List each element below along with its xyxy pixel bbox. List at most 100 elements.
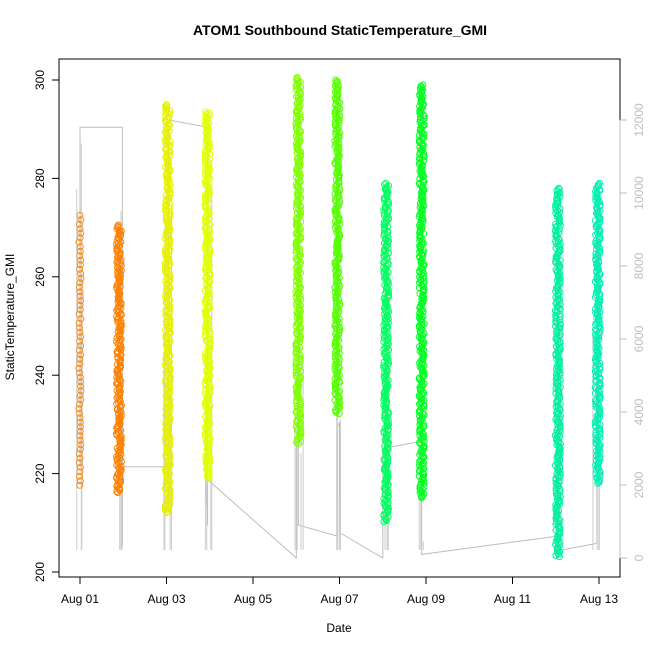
data-point bbox=[333, 93, 341, 101]
y-tick-label: 200 bbox=[33, 562, 47, 582]
data-point bbox=[419, 434, 427, 442]
y2-tick-label: 8000 bbox=[632, 252, 646, 279]
data-point bbox=[76, 369, 84, 377]
data-point bbox=[76, 423, 84, 431]
data-point bbox=[416, 363, 424, 371]
data-point bbox=[384, 289, 392, 296]
data-point bbox=[416, 155, 424, 163]
data-point bbox=[593, 314, 601, 322]
data-point bbox=[77, 333, 85, 341]
data-point bbox=[380, 194, 388, 202]
data-point bbox=[76, 337, 84, 345]
data-point bbox=[76, 427, 84, 435]
data-point bbox=[332, 111, 340, 119]
data-point bbox=[202, 247, 210, 255]
data-point bbox=[203, 366, 211, 374]
data-series bbox=[201, 108, 214, 482]
x-tick-label: Aug 09 bbox=[407, 592, 445, 606]
y-tick-label: 280 bbox=[33, 168, 47, 188]
data-point bbox=[552, 315, 560, 323]
data-point bbox=[294, 392, 302, 399]
data-point bbox=[76, 400, 84, 408]
data-point bbox=[335, 119, 343, 127]
data-point bbox=[76, 445, 84, 453]
data-point bbox=[77, 396, 85, 404]
y2-tick-label: 4000 bbox=[632, 398, 646, 425]
data-point bbox=[380, 518, 388, 526]
data-point bbox=[383, 285, 390, 293]
data-point bbox=[596, 392, 604, 400]
data-point bbox=[555, 531, 563, 539]
data-point bbox=[76, 432, 84, 440]
data-point bbox=[163, 174, 171, 182]
data-point bbox=[163, 101, 171, 109]
y2-tick-label: 2000 bbox=[632, 471, 646, 498]
x-axis-label: Date bbox=[326, 621, 352, 635]
data-point bbox=[595, 478, 603, 486]
data-point bbox=[76, 324, 83, 332]
data-point bbox=[418, 494, 426, 502]
data-point bbox=[76, 243, 84, 251]
data-point bbox=[297, 429, 305, 437]
data-point bbox=[166, 329, 174, 337]
data-point bbox=[552, 551, 560, 559]
data-point bbox=[76, 414, 84, 422]
data-point bbox=[162, 104, 170, 112]
data-series bbox=[415, 81, 428, 502]
data-point bbox=[556, 425, 564, 433]
data-series bbox=[112, 221, 125, 497]
y-axis: 200 220 240 260 280 300 bbox=[33, 70, 60, 582]
data-point bbox=[163, 473, 171, 481]
y-tick-label: 260 bbox=[33, 266, 47, 286]
data-point bbox=[76, 373, 84, 381]
data-point bbox=[416, 116, 424, 124]
data-point bbox=[76, 355, 84, 363]
data-point bbox=[552, 206, 560, 214]
data-point bbox=[163, 251, 171, 259]
data-point bbox=[335, 410, 343, 418]
data-point bbox=[115, 460, 123, 468]
data-point bbox=[380, 401, 388, 409]
data-point bbox=[202, 382, 210, 390]
data-point bbox=[332, 183, 340, 191]
data-point bbox=[163, 350, 171, 358]
data-point bbox=[76, 472, 84, 480]
data-point bbox=[75, 450, 83, 458]
data-series bbox=[75, 211, 85, 489]
data-point bbox=[75, 364, 83, 372]
data-point bbox=[419, 370, 427, 378]
y2-tick-label: 12000 bbox=[632, 103, 646, 137]
y-tick-label: 240 bbox=[33, 365, 47, 385]
data-point bbox=[556, 530, 564, 538]
data-point bbox=[380, 362, 388, 370]
data-point bbox=[555, 473, 563, 481]
data-point bbox=[76, 346, 83, 354]
data-point bbox=[77, 382, 85, 390]
data-series bbox=[331, 76, 344, 418]
data-point bbox=[76, 306, 84, 314]
x-tick-label: Aug 07 bbox=[320, 592, 358, 606]
data-point bbox=[75, 310, 83, 318]
x-tick-label: Aug 03 bbox=[147, 592, 185, 606]
data-point bbox=[293, 345, 301, 353]
data-point bbox=[75, 405, 83, 413]
data-point bbox=[76, 252, 84, 260]
data-point bbox=[77, 229, 85, 237]
y2-axis: 0 2000 4000 6000 8000 10000 12000 bbox=[619, 103, 646, 561]
data-point bbox=[76, 292, 84, 300]
data-point bbox=[592, 373, 600, 380]
data-point bbox=[77, 342, 85, 350]
data-point bbox=[420, 490, 428, 498]
data-point bbox=[76, 418, 84, 426]
data-point bbox=[75, 319, 83, 327]
x-tick-label: Aug 01 bbox=[61, 592, 99, 606]
data-point bbox=[552, 487, 560, 495]
data-point bbox=[420, 187, 428, 194]
data-point bbox=[556, 485, 564, 493]
y-tick-label: 300 bbox=[33, 70, 47, 90]
data-point bbox=[75, 220, 83, 228]
data-point bbox=[385, 291, 393, 299]
data-point bbox=[418, 455, 426, 463]
data-point bbox=[117, 262, 125, 270]
data-point bbox=[75, 238, 83, 246]
